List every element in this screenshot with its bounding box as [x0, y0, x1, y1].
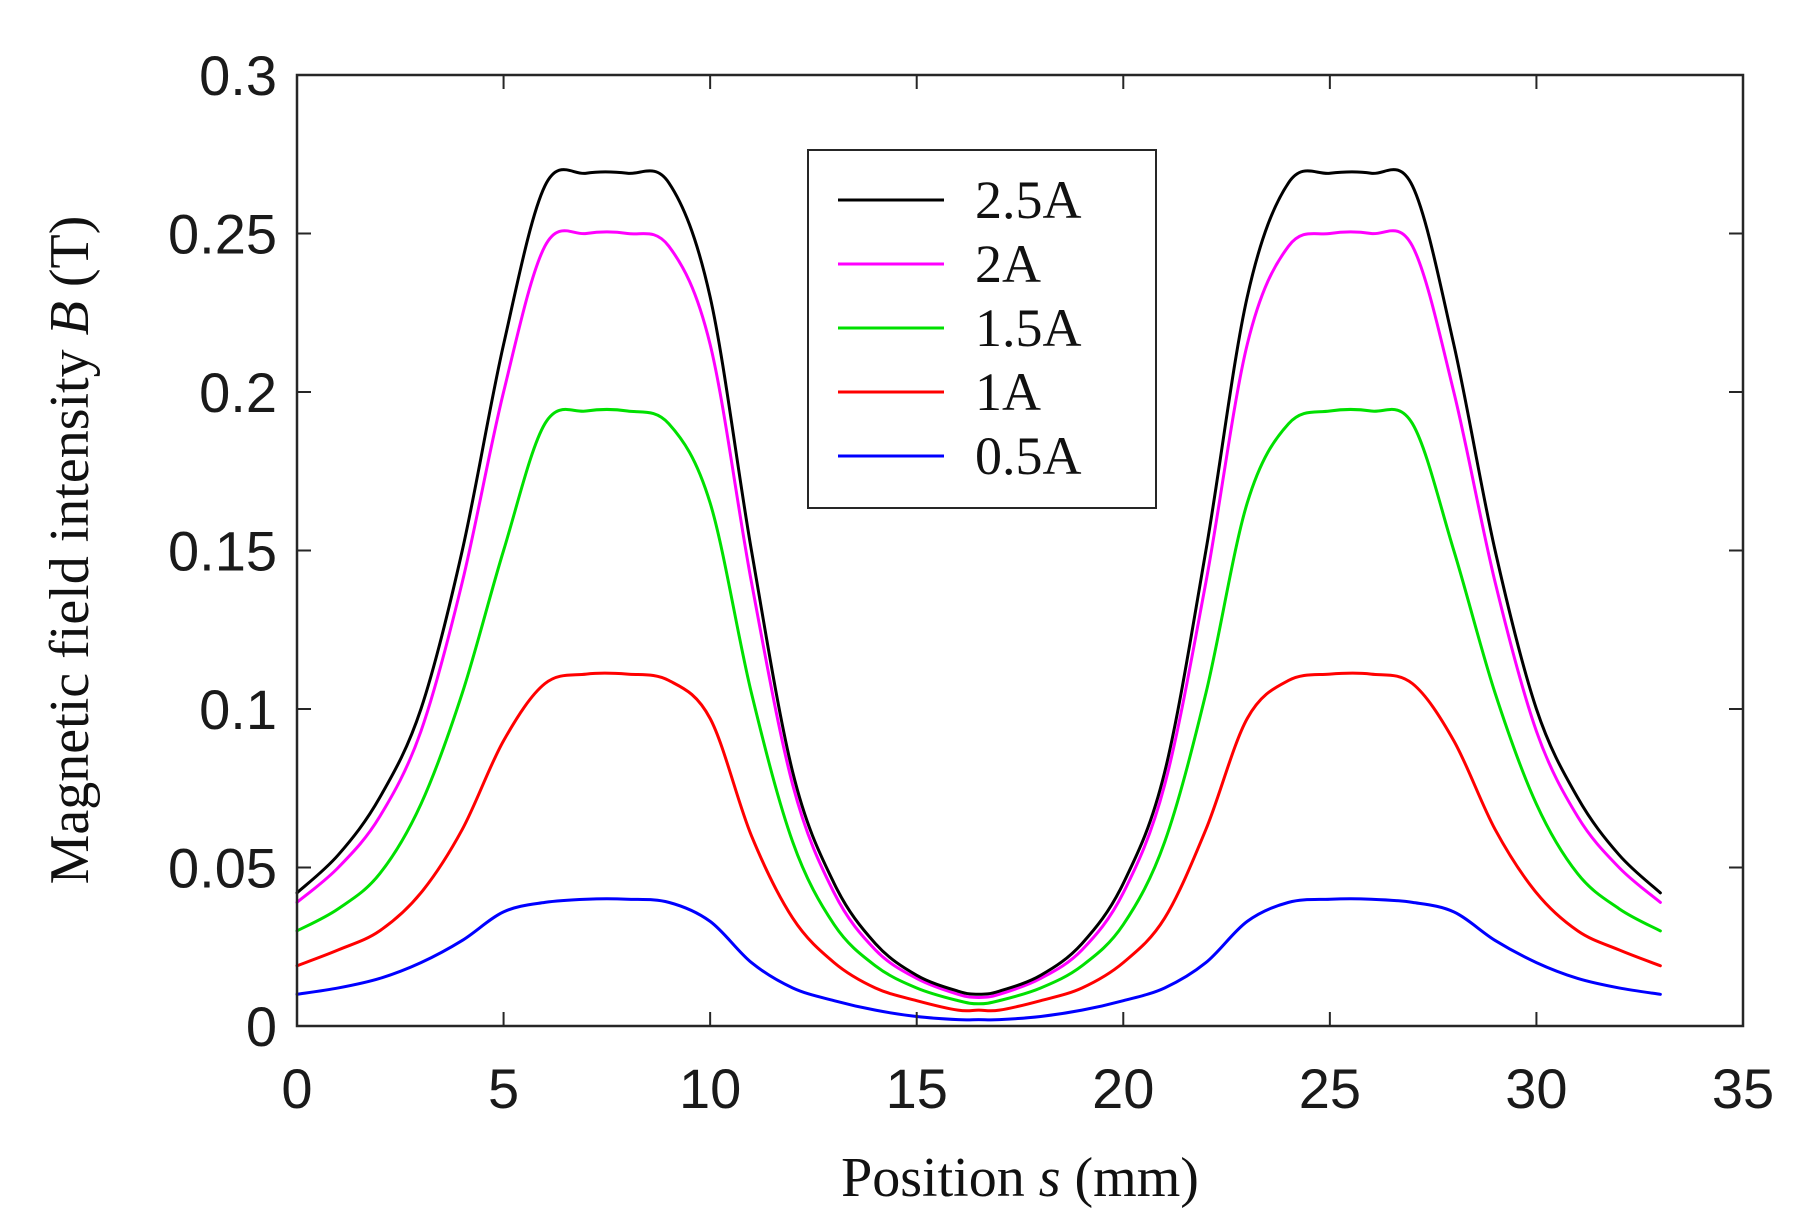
series-layer	[295, 168, 1662, 1022]
y-tick-label: 0	[246, 995, 277, 1058]
y-tick-label: 0.2	[199, 361, 277, 424]
series-line-1A	[295, 671, 1662, 1013]
legend-label: 0.5A	[975, 426, 1082, 486]
legend-item: 0.5A	[838, 426, 1082, 486]
legend-item: 2A	[838, 234, 1041, 294]
y-tick-label: 0.1	[199, 678, 277, 741]
x-tick-label: 25	[1299, 1057, 1361, 1120]
y-tick-label: 0.3	[199, 44, 277, 107]
series-line-2A	[295, 229, 1662, 999]
legend-label: 1A	[975, 362, 1041, 422]
x-tick-label: 35	[1712, 1057, 1774, 1120]
x-tick-label: 15	[886, 1057, 948, 1120]
y-tick-label: 0.25	[168, 203, 277, 266]
legend-item: 1.5A	[838, 298, 1082, 358]
legend-label: 1.5A	[975, 298, 1082, 358]
x-tick-label: 0	[281, 1057, 312, 1120]
legend-item: 1A	[838, 362, 1041, 422]
plot-frame	[295, 73, 1745, 1028]
y-tick-label: 0.05	[168, 837, 277, 900]
y-tick-label: 0.15	[168, 520, 277, 583]
legend-label: 2.5A	[975, 170, 1082, 230]
x-tick-label: 20	[1092, 1057, 1154, 1120]
y-axis-title: Magnetic field intensity B (T)	[39, 216, 101, 885]
x-axis-title: Position s (mm)	[841, 1147, 1199, 1209]
x-tick-label: 5	[488, 1057, 519, 1120]
legend-item: 2.5A	[838, 170, 1082, 230]
series-line-2.5A	[295, 168, 1662, 996]
series-line-1.5A	[295, 407, 1662, 1006]
x-tick-label: 10	[679, 1057, 741, 1120]
legend-label: 2A	[975, 234, 1041, 294]
series-line-0.5A	[295, 897, 1662, 1022]
tick-layer: 0 5 10 15 20 25 30 35 0 0.05 0.1 0.15 0.2 0.25 0.3	[168, 44, 1774, 1120]
x-tick-label: 30	[1505, 1057, 1567, 1120]
